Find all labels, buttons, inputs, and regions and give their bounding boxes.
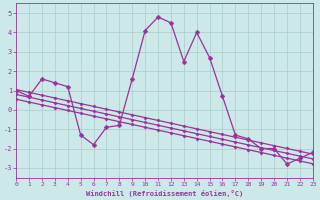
X-axis label: Windchill (Refroidissement éolien,°C): Windchill (Refroidissement éolien,°C) bbox=[86, 190, 243, 197]
